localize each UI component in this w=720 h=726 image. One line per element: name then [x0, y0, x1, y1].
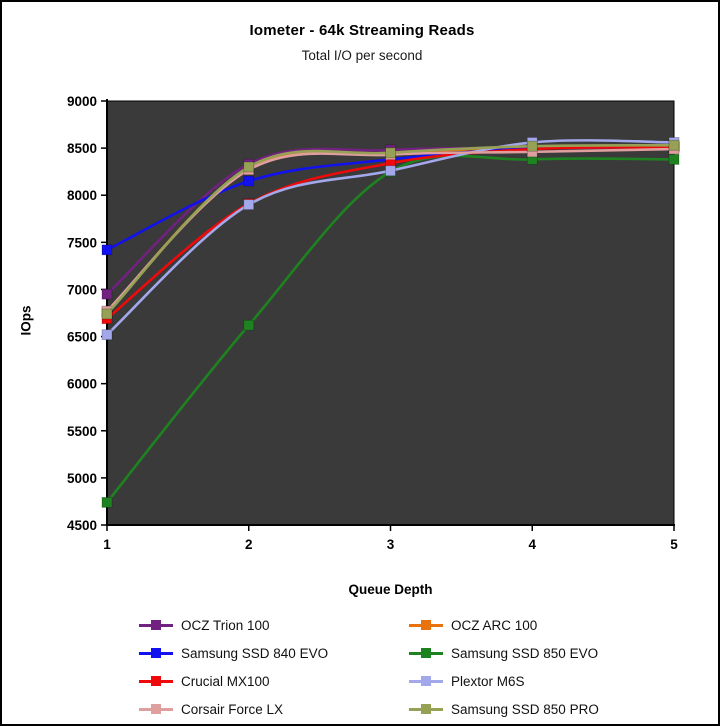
legend-marker-icon [139, 676, 173, 686]
x-tick-label: 1 [103, 537, 111, 552]
y-tick-label: 5500 [67, 424, 97, 439]
series-marker-samsung-ssd-840-evo [101, 244, 113, 256]
series-line-samsung-ssd-850-pro [105, 143, 676, 316]
legend-label: OCZ Trion 100 [181, 617, 270, 633]
x-tick-label: 4 [528, 537, 536, 552]
y-tick-label: 5000 [67, 471, 97, 486]
legend-marker-icon [409, 704, 443, 714]
y-tick-label: 9000 [67, 94, 97, 109]
y-tick-label: 8000 [67, 188, 97, 203]
legend-item-samsung-ssd-840-evo: Samsung SSD 840 EVO [139, 639, 409, 667]
y-tick-label: 4500 [67, 518, 97, 533]
legend-label: Samsung SSD 850 EVO [451, 645, 599, 661]
legend-label: Samsung SSD 840 EVO [181, 645, 329, 661]
chart-title: Iometer - 64k Streaming Reads [249, 22, 475, 39]
x-tick-label: 2 [245, 537, 253, 552]
series-marker-samsung-ssd-850-evo [668, 154, 680, 165]
series-marker-plextor-m6s [101, 329, 113, 341]
legend-item-plextor-m6s: Plextor M6S [409, 667, 692, 695]
legend-label: Plextor M6S [451, 673, 525, 689]
series-line-crucial-mx100 [105, 145, 676, 320]
series-marker-ocz-trion-100 [101, 288, 113, 300]
legend-item-ocz-arc-100: OCZ ARC 100 [409, 611, 692, 639]
legend-item-crucial-mx100: Crucial MX100 [139, 667, 409, 695]
x-tick-label: 5 [670, 537, 678, 552]
series-marker-samsung-ssd-850-evo [101, 496, 113, 508]
legend-item-samsung-ssd-850-pro: Samsung SSD 850 PRO [409, 695, 692, 723]
legend: OCZ Trion 100 OCZ ARC 100 Samsung SSD 840 … [139, 611, 692, 723]
y-tick-label: 7500 [67, 235, 97, 250]
legend-marker-icon [409, 676, 443, 686]
series-marker-samsung-ssd-840-evo [243, 175, 255, 187]
x-axis-title: Queue Depth [348, 582, 433, 597]
legend-marker-icon [409, 648, 443, 658]
series-marker-samsung-ssd-850-pro [385, 147, 396, 159]
series-marker-samsung-ssd-850-evo [243, 319, 255, 331]
series-marker-samsung-ssd-850-pro [101, 308, 113, 320]
legend-item-ocz-trion-100: OCZ Trion 100 [139, 611, 409, 639]
series-marker-plextor-m6s [243, 199, 255, 211]
y-tick-label: 8500 [67, 141, 97, 156]
y-tick-label: 7000 [67, 282, 97, 297]
legend-label: Corsair Force LX [181, 701, 284, 717]
series-marker-samsung-ssd-850-pro [668, 139, 680, 151]
series-marker-plextor-m6s [385, 165, 396, 177]
legend-marker-icon [139, 648, 173, 658]
legend-item-samsung-ssd-850-evo: Samsung SSD 850 EVO [409, 639, 692, 667]
legend-item-corsair-force-lx: Corsair Force LX [139, 695, 409, 723]
series-line-samsung-ssd-850-evo [105, 154, 676, 504]
legend-marker-icon [139, 620, 173, 630]
plot-area: 4500 5000 5500 6000 6500 7000 7500 8000 8500 9000… [67, 94, 680, 552]
chart-subtitle: Total I/O per second [301, 48, 423, 63]
legend-label: Samsung SSD 850 PRO [451, 701, 599, 717]
series-marker-samsung-ssd-850-pro [526, 140, 538, 152]
legend-marker-icon [139, 704, 173, 714]
x-tick-label: 3 [387, 537, 395, 552]
y-tick-label: 6000 [67, 377, 97, 392]
legend-label: OCZ ARC 100 [451, 617, 538, 633]
y-tick-label: 6500 [67, 330, 97, 345]
legend-label: Crucial MX100 [181, 673, 270, 689]
series-marker-samsung-ssd-850-pro [243, 161, 255, 173]
legend-marker-icon [409, 620, 443, 630]
